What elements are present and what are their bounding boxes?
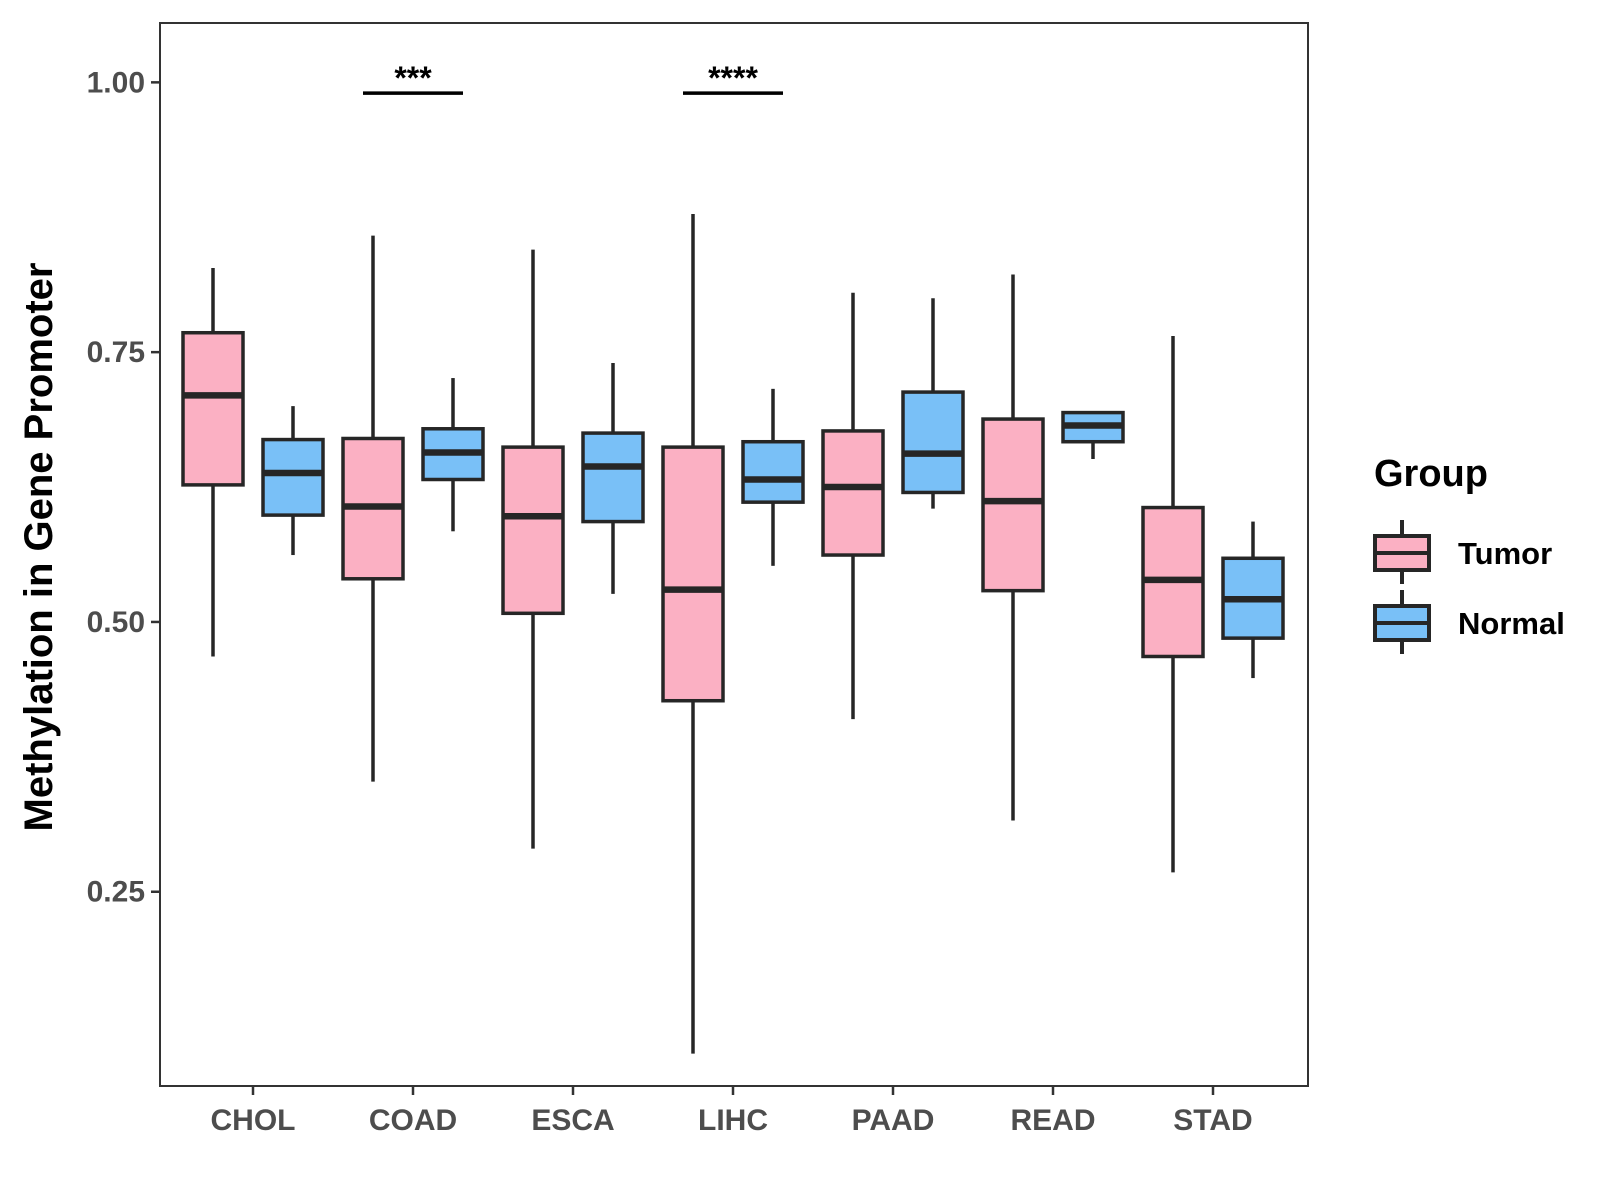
y-tick-label-0.75: 0.75 <box>87 336 145 369</box>
box-paad-normal <box>901 390 965 495</box>
x-tick-label-stad: STAD <box>1173 1104 1252 1137</box>
box-chol-tumor <box>181 330 245 487</box>
x-tick-label-chol: CHOL <box>211 1104 296 1137</box>
box-lihc-normal <box>741 439 805 504</box>
y-tick-label-1.00: 1.00 <box>87 66 145 99</box>
legend-label-normal: Normal <box>1458 606 1565 641</box>
box-esca-normal <box>581 431 645 524</box>
box-read-tumor <box>981 417 1045 593</box>
legend-item-normal: Normal <box>1373 590 1565 654</box>
box-lihc-tumor <box>661 445 725 703</box>
x-tick-label-esca: ESCA <box>531 1104 614 1137</box>
legend-label-tumor: Tumor <box>1458 536 1552 571</box>
y-tick-label-0.50: 0.50 <box>87 606 145 639</box>
plot-area: 0.25 0.50 0.75 1.00 CHOL COAD ESCA LIHC PAAD READ… <box>87 22 1309 1137</box>
x-tick-label-read: READ <box>1010 1104 1095 1137</box>
x-tick-label-lihc: LIHC <box>698 1104 768 1137</box>
y-axis-title: Methylation in Gene Promoter <box>17 263 61 832</box>
x-tick-label-coad: COAD <box>369 1104 457 1137</box>
significance-label-lihc: **** <box>708 60 758 96</box>
box-esca-tumor <box>501 445 565 616</box>
box-paad-tumor <box>821 429 885 557</box>
legend-item-tumor: Tumor <box>1373 520 1552 584</box>
legend-title: Group <box>1374 453 1488 495</box>
significance-label-coad: *** <box>394 60 432 96</box>
x-tick-label-paad: PAAD <box>852 1104 935 1137</box>
legend: Group Tumor Normal <box>1373 453 1565 654</box>
y-tick-label-0.25: 0.25 <box>87 876 145 909</box>
box-chol-normal <box>261 437 325 517</box>
